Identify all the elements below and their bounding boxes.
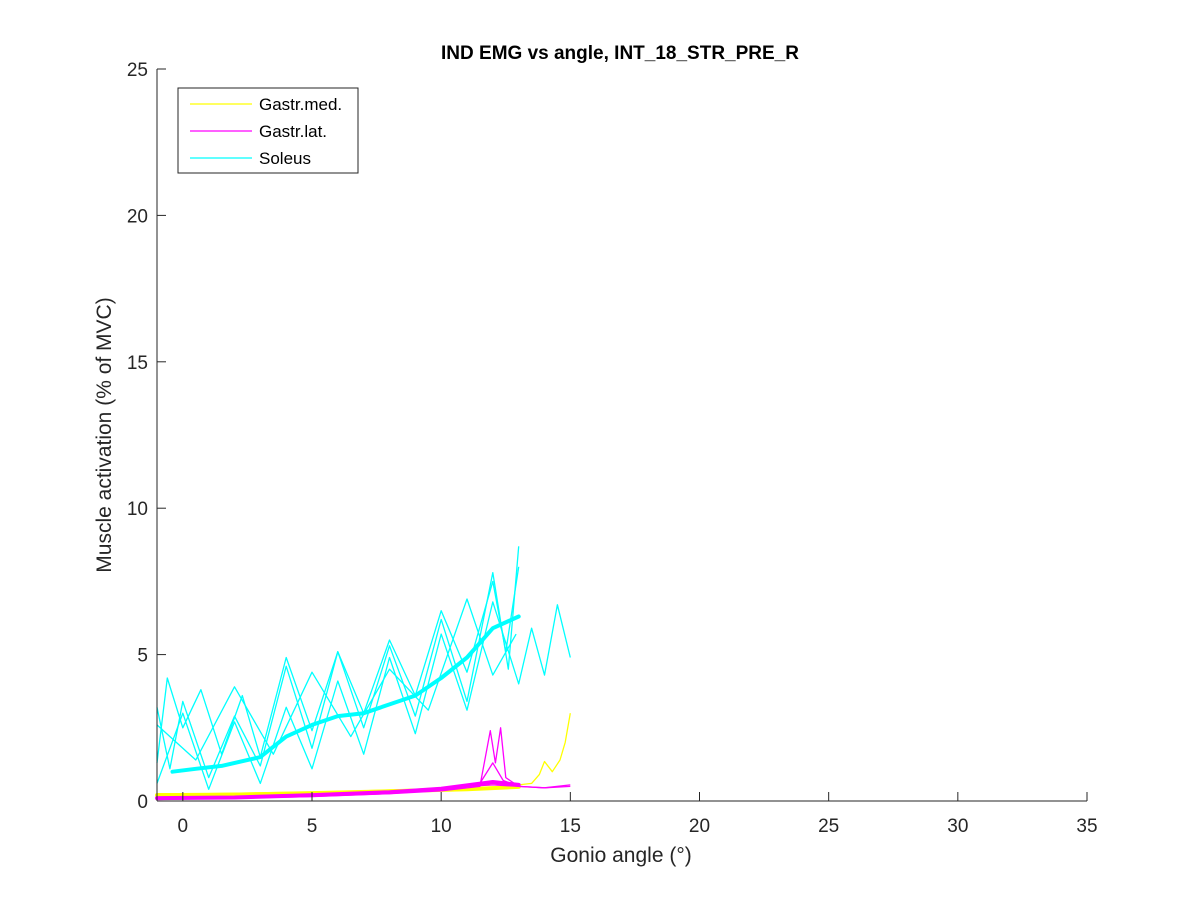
y-axis-ticks: 0 5 10 15 20 25 bbox=[127, 60, 166, 813]
x-tick-label: 25 bbox=[818, 816, 839, 837]
series-soleus-mean-line bbox=[170, 614, 521, 774]
chart-title: IND EMG vs angle, INT_18_STR_PRE_R bbox=[441, 43, 799, 64]
series-soleus-trial-line bbox=[156, 566, 520, 763]
series-soleus-trial-line bbox=[156, 601, 571, 790]
y-tick-label: 15 bbox=[127, 353, 148, 374]
x-tick-label: 35 bbox=[1076, 816, 1097, 837]
x-axis-ticks: 0 5 10 15 20 25 30 35 bbox=[178, 792, 1098, 837]
x-axis-label: Gonio angle (°) bbox=[550, 844, 691, 867]
x-tick-label: 10 bbox=[431, 816, 452, 837]
series-soleus-trial-line bbox=[156, 598, 517, 761]
plot-area bbox=[155, 546, 571, 801]
x-tick-label: 15 bbox=[560, 816, 581, 837]
y-tick-label: 20 bbox=[127, 206, 148, 227]
x-tick-label: 30 bbox=[947, 816, 968, 837]
legend-label-soleus: Soleus bbox=[259, 149, 311, 168]
x-tick-label: 5 bbox=[307, 816, 318, 837]
y-tick-label: 5 bbox=[137, 646, 148, 667]
y-tick-label: 25 bbox=[127, 60, 148, 81]
axes: 0 5 10 15 20 25 30 35 0 5 10 15 20 25 bbox=[127, 60, 1098, 837]
x-tick-label: 0 bbox=[178, 816, 189, 837]
y-tick-label: 0 bbox=[137, 792, 148, 813]
series-layer bbox=[155, 546, 571, 801]
legend-label-gastr-lat: Gastr.lat. bbox=[259, 122, 327, 141]
y-axis-label: Muscle activation (% of MVC) bbox=[93, 297, 116, 572]
legend-items: Gastr.med. Gastr.lat. Soleus bbox=[190, 95, 342, 168]
legend-label-gastr-med: Gastr.med. bbox=[259, 95, 342, 114]
x-tick-label: 20 bbox=[689, 816, 710, 837]
series-gastr-lat-mean-line bbox=[155, 780, 521, 801]
y-tick-label: 10 bbox=[127, 499, 148, 520]
legend: Gastr.med. Gastr.lat. Soleus bbox=[177, 87, 359, 174]
